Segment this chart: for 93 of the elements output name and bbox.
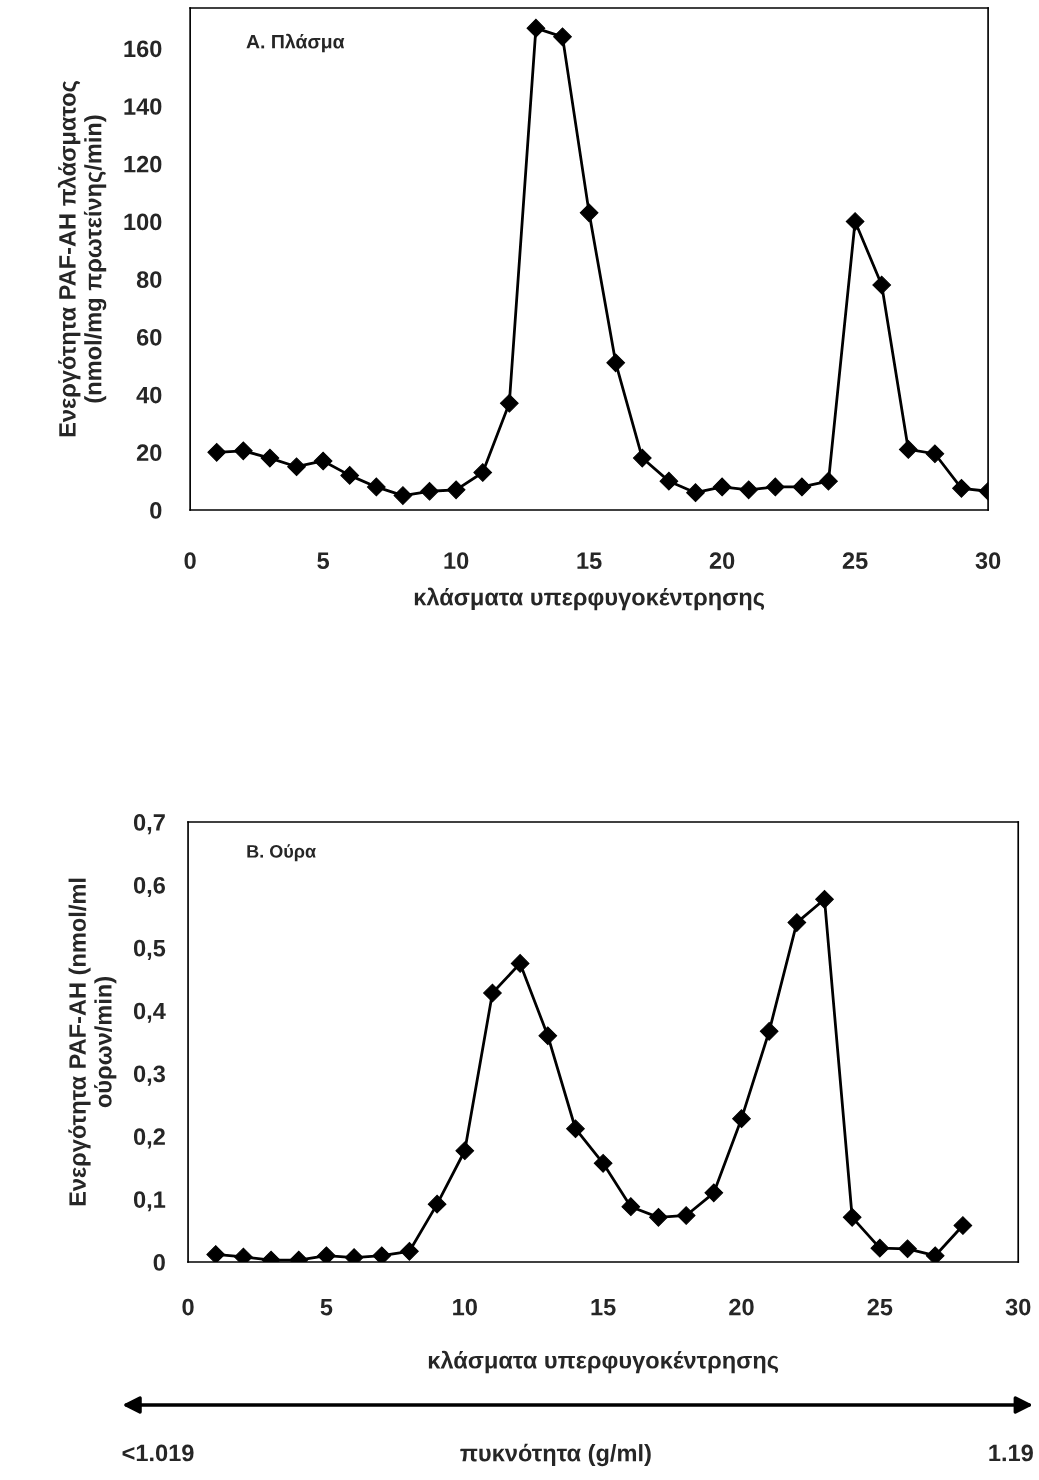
point — [649, 1208, 668, 1227]
point — [233, 441, 253, 461]
point — [632, 448, 652, 468]
point — [952, 479, 971, 498]
point — [704, 1183, 724, 1203]
y-tick-label: 0,3 — [133, 1065, 165, 1086]
y-tick-label: 0,6 — [133, 876, 165, 898]
point — [953, 1216, 973, 1235]
x-tick-label: 25 — [867, 1298, 893, 1316]
x-tick-label: 5 — [320, 1298, 333, 1316]
point — [206, 1245, 226, 1262]
x-tick-label: 5 — [317, 552, 330, 570]
y-tick-label: 0,4 — [133, 1002, 166, 1023]
point — [815, 889, 834, 909]
point — [712, 477, 732, 497]
point — [739, 480, 759, 500]
point — [765, 477, 785, 497]
point — [260, 448, 280, 468]
y-tick-label: 0 — [150, 502, 162, 519]
y-tick-label: 20 — [136, 444, 162, 462]
point — [317, 1246, 336, 1262]
point — [686, 483, 705, 503]
point — [566, 1119, 585, 1139]
y-tick-label: 60 — [136, 328, 162, 346]
point — [732, 1109, 751, 1129]
point — [538, 1026, 558, 1046]
text: A. Πλάσμα — [246, 33, 345, 53]
point — [787, 913, 807, 932]
point — [621, 1197, 641, 1217]
point — [483, 983, 502, 1003]
point — [313, 451, 333, 471]
text: πυκνότητα (g/ml) — [460, 1443, 651, 1467]
point — [366, 477, 386, 497]
point — [872, 275, 892, 295]
text: B. Ούρα — [247, 844, 316, 862]
point — [593, 1153, 613, 1173]
y-tick-label: 40 — [136, 386, 162, 404]
point — [819, 471, 838, 491]
y-tick-label: 100 — [124, 213, 162, 231]
point — [499, 393, 519, 413]
point — [526, 18, 546, 38]
point — [579, 203, 599, 223]
point — [925, 1246, 945, 1262]
x-tick-label: 10 — [453, 1298, 477, 1316]
y-tick-label: 160 — [124, 40, 162, 58]
x-tick-label: 10 — [444, 552, 469, 570]
point — [659, 471, 679, 491]
y-tick-label: 0,7 — [133, 814, 165, 835]
point — [925, 444, 945, 464]
point — [340, 466, 360, 485]
y-tick-label: 0 — [153, 1254, 165, 1271]
point — [870, 1238, 890, 1258]
point — [898, 1239, 917, 1259]
point — [842, 1208, 862, 1227]
x-axis-title: κλάσματα υπερφυγοκέντρησης — [428, 1350, 779, 1374]
point — [676, 1206, 696, 1225]
point — [287, 457, 306, 477]
point — [372, 1246, 392, 1262]
point — [510, 954, 530, 973]
y-axis-title: Ενεργότητα PAF-AH πλάσματος (nmol/mg πρωτείνης/min) — [57, 81, 107, 437]
y-tick-label: 140 — [124, 98, 162, 115]
text: <1.019 — [122, 1444, 194, 1462]
x-tick-label: 20 — [729, 1298, 754, 1316]
point — [845, 212, 865, 231]
point — [553, 27, 572, 47]
y-tick-label: 80 — [136, 271, 162, 288]
x-tick-label: 30 — [1005, 1298, 1031, 1316]
x-tick-label: 20 — [709, 552, 735, 570]
point — [420, 481, 439, 501]
point — [207, 442, 227, 462]
point — [606, 353, 626, 373]
x-tick-label: 25 — [842, 552, 868, 570]
x-tick-label: 0 — [182, 1298, 194, 1316]
point — [400, 1241, 419, 1261]
x-axis-title: κλάσματα υπερφυγοκέντρησης — [414, 587, 765, 611]
point — [427, 1194, 447, 1214]
point — [393, 486, 413, 505]
y-tick-label: 0,5 — [133, 939, 166, 960]
point — [455, 1141, 475, 1161]
x-tick-label: 30 — [975, 552, 1001, 570]
y-tick-label: 0,2 — [133, 1128, 165, 1149]
point — [792, 477, 812, 497]
text: 1.19 — [989, 1444, 1033, 1462]
x-tick-label: 15 — [591, 1298, 616, 1316]
point — [473, 463, 493, 482]
point — [898, 440, 918, 459]
y-axis-title: Ενεργότητα PAF-AH (nmol/ml ούρων/min) — [68, 878, 117, 1206]
y-tick-label: 120 — [124, 155, 162, 173]
point — [759, 1021, 779, 1041]
point — [446, 480, 466, 500]
y-tick-label: 0,1 — [133, 1191, 166, 1212]
x-tick-label: 15 — [577, 552, 602, 570]
x-tick-label: 0 — [184, 552, 196, 570]
